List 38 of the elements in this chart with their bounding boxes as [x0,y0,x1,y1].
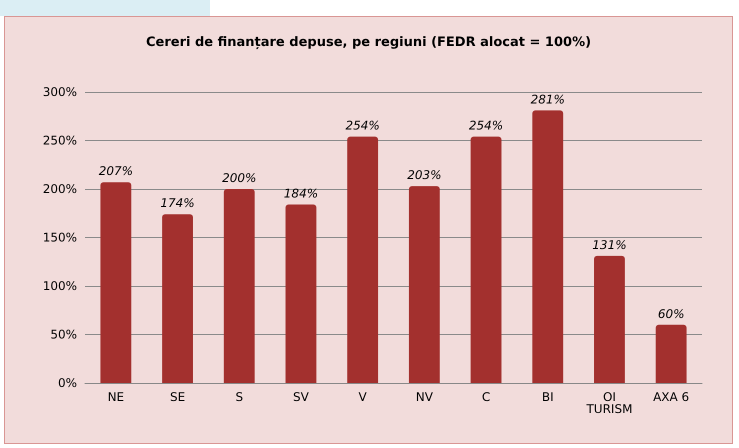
bar [594,256,625,383]
data-label: 207% [98,164,134,178]
data-label: 254% [468,118,504,133]
y-tick-label: 250% [42,134,77,148]
x-tick-label: SE [170,390,186,404]
x-tick-label: C [482,390,490,404]
x-tick-label: NV [416,390,434,404]
x-tick-label: NE [108,390,124,404]
bar [532,110,564,383]
bar [408,186,440,383]
x-tick-label: AXA 6 [653,390,690,404]
bar [224,189,255,383]
bar [286,204,316,383]
data-label: 174% [160,196,195,210]
bar [162,214,193,383]
y-tick-label: 0% [58,376,77,390]
x-tick-label: OI TURISM [585,390,632,416]
x-tick-label: BI [542,390,554,404]
y-tick-label: 300% [42,85,77,99]
chart-title: Cereri de finanțare depuse, pe regiuni (FEDR alocat = 100%) [146,35,592,50]
bar [100,182,132,383]
data-label: 200% [222,171,256,185]
data-label: 254% [345,118,380,133]
y-tick-label: 50% [50,328,77,342]
bar [470,136,502,383]
bar [656,324,687,383]
x-tick-label: S [235,390,244,404]
x-tick-label: SV [293,390,310,404]
bar [347,136,378,383]
y-tick-label: 200% [42,182,77,196]
data-label: 60% [658,306,684,321]
y-tick-label: 100% [42,279,77,293]
data-label: 131% [592,238,627,252]
data-label: 184% [284,186,318,201]
data-label: 281% [530,92,565,106]
data-label: 203% [407,168,442,182]
x-tick-label: V [358,390,368,404]
y-tick-label: 150% [42,230,77,244]
